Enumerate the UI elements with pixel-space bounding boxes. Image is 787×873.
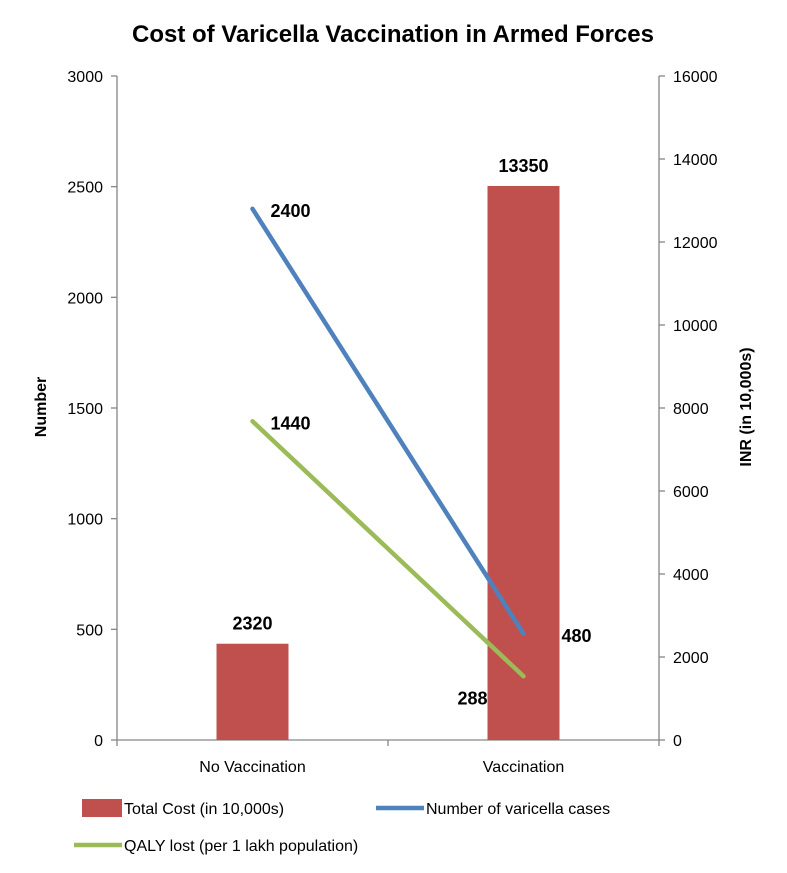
legend-label: QALY lost (per 1 lakh population) [124,838,358,855]
left-tick-label: 0 [94,733,103,750]
right-tick-label: 12000 [673,235,718,252]
right-tick-label: 14000 [673,152,718,169]
legend-label: Number of varicella cases [426,801,610,818]
x-tick-label: Vaccination [483,759,565,776]
right-tick-label: 8000 [673,401,709,418]
right-axis-title: INR (in 10,000s) [738,347,755,466]
line-data-label: 1440 [271,413,311,433]
left-tick-label: 1500 [67,401,103,418]
right-tick-label: 2000 [673,650,709,667]
left-tick-label: 2000 [67,290,103,307]
left-axis-title: Number [33,377,50,437]
left-tick-label: 2500 [67,180,103,197]
line-data-label: 288 [457,688,487,708]
chart-title: Cost of Varicella Vaccination in Armed F… [132,21,654,48]
legend: Total Cost (in 10,000s) Number of varicel… [74,799,610,855]
line-data-label: 2400 [271,201,311,221]
legend-label: Total Cost (in 10,000s) [124,801,284,818]
line-data-label: 480 [562,626,592,646]
bar-total-cost [487,185,560,741]
right-tick-label: 4000 [673,567,709,584]
line-varicella-cases [250,206,526,637]
left-tick-label: 500 [76,622,103,639]
right-tick-label: 10000 [673,318,718,335]
plot-area: 0 500 1000 1500 2000 2500 3000 0 2000 4000 6000 800… [67,69,717,776]
left-tick-label: 3000 [67,69,103,86]
left-tick-label: 1000 [67,512,103,529]
bar-data-label: 2320 [232,614,272,634]
line-qaly-lost [250,419,526,679]
bar-total-cost [216,643,289,740]
legend-swatch-bar [82,799,122,817]
right-tick-label: 0 [673,733,682,750]
bar-data-label: 13350 [498,156,548,176]
x-tick-label: No Vaccination [199,759,305,776]
right-tick-label: 16000 [673,69,718,86]
right-tick-label: 6000 [673,484,709,501]
